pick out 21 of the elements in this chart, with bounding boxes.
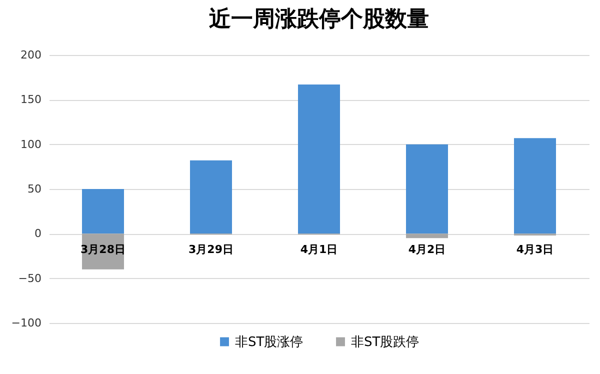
- bar: [514, 138, 556, 234]
- y-tick-label: −100: [11, 316, 42, 330]
- bar: [406, 144, 448, 234]
- y-tick-label: −50: [18, 272, 42, 285]
- x-tick-label: 3月29日: [188, 243, 234, 256]
- y-tick-label: 200: [20, 48, 42, 62]
- bar: [82, 189, 124, 234]
- legend-label: 非ST股涨停: [235, 334, 304, 350]
- y-tick-label: 100: [20, 138, 42, 151]
- y-tick-label: 150: [20, 93, 42, 106]
- x-tick-label: 3月28日: [80, 243, 126, 256]
- bar: [298, 84, 340, 234]
- chart-title: 近一周涨跌停个股数量: [208, 7, 429, 32]
- bar: [406, 234, 448, 238]
- x-tick-label: 4月3日: [516, 243, 554, 256]
- x-tick-label: 4月1日: [300, 243, 338, 256]
- y-tick-label: 50: [28, 182, 42, 196]
- legend-label: 非ST股跌停: [351, 334, 420, 350]
- x-tick-label: 4月2日: [408, 243, 446, 256]
- bar: [190, 160, 232, 234]
- y-tick-label: 0: [34, 227, 42, 240]
